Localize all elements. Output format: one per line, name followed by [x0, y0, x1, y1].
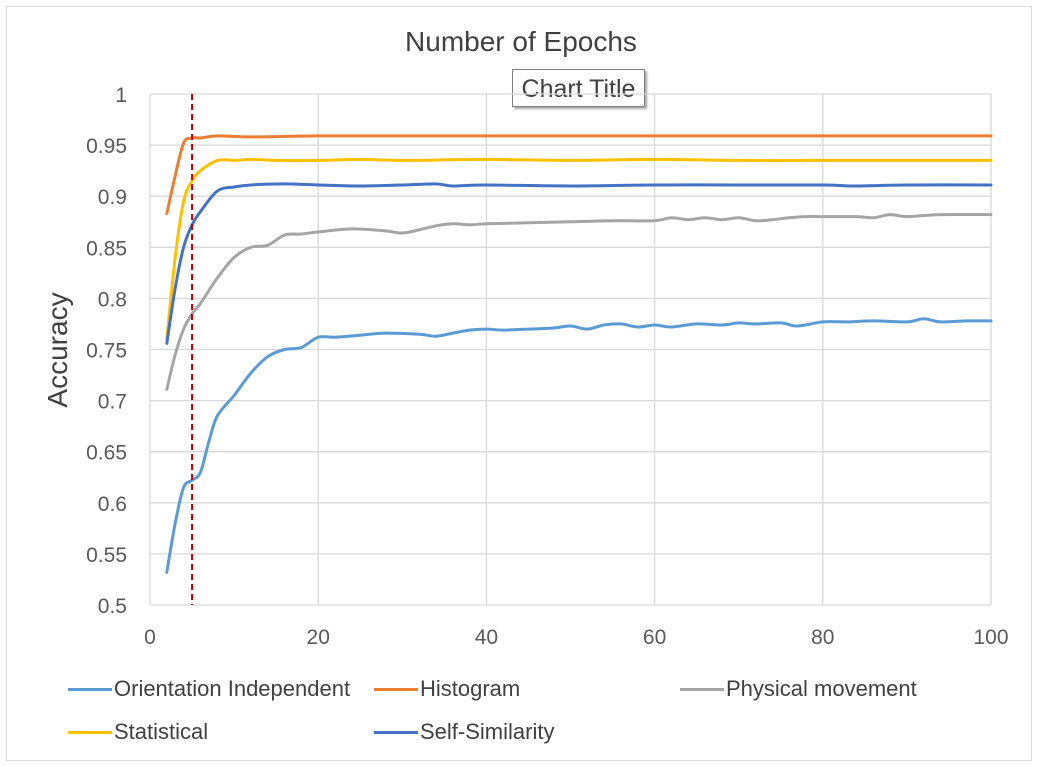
- legend-label: Histogram: [420, 676, 521, 701]
- series-line-histogram[interactable]: [165, 134, 993, 216]
- chart-title: Number of Epochs: [405, 26, 637, 57]
- x-tick-label: 20: [307, 626, 330, 649]
- legend-item[interactable]: Statistical: [68, 719, 208, 745]
- y-tick-label: 0.6: [98, 493, 127, 516]
- y-tick-label: 0.7: [98, 391, 127, 414]
- series-line-physical-movement[interactable]: [165, 212, 993, 391]
- y-tick-label: 0.5: [98, 595, 127, 618]
- series-line-orientation-independent[interactable]: [165, 317, 993, 574]
- y-tick-label: 0.8: [98, 288, 127, 311]
- y-tick-label: 0.65: [86, 442, 127, 465]
- y-tick-label: 0.85: [86, 237, 127, 260]
- chart-title-placeholder[interactable]: Chart Title: [512, 69, 645, 107]
- x-tick-label: 100: [973, 626, 1008, 649]
- legend-swatch: [374, 687, 418, 691]
- legend-item[interactable]: Physical movement: [680, 676, 917, 702]
- x-tick-label: 40: [475, 626, 498, 649]
- legend-item[interactable]: Self-Similarity: [374, 719, 554, 745]
- legend-label: Statistical: [114, 719, 209, 744]
- legend-label: Physical movement: [726, 676, 917, 701]
- legend-swatch: [374, 730, 418, 734]
- y-tick-label: 0.55: [86, 544, 127, 567]
- y-tick-label: 1: [115, 84, 127, 107]
- x-tick-label: 80: [811, 626, 834, 649]
- legend-swatch: [680, 687, 724, 691]
- series-line-statistical[interactable]: [165, 157, 993, 341]
- legend-item[interactable]: Orientation Independent: [68, 676, 350, 702]
- chart-frame: [6, 6, 1032, 761]
- x-tick-label: 60: [643, 626, 666, 649]
- y-tick-label: 0.75: [86, 340, 127, 363]
- legend-item[interactable]: Histogram: [374, 676, 520, 702]
- y-tick-label: 0.95: [86, 135, 127, 158]
- legend-swatch: [68, 730, 112, 734]
- legend-label: Self-Similarity: [420, 719, 555, 744]
- legend-label: Orientation Independent: [114, 676, 351, 701]
- series-line-self-similarity[interactable]: [165, 182, 993, 345]
- y-tick-label: 0.9: [98, 186, 127, 209]
- x-tick-label: 0: [144, 626, 156, 649]
- legend-swatch: [68, 687, 112, 691]
